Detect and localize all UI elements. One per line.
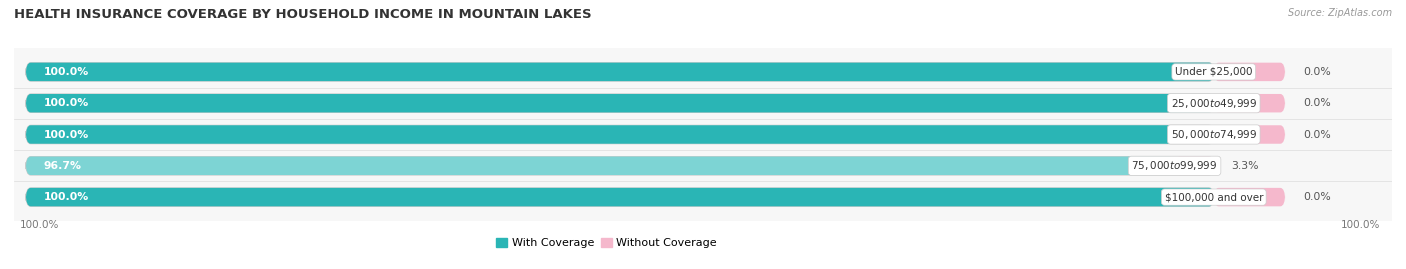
Text: 100.0%: 100.0% xyxy=(44,67,89,77)
Text: Source: ZipAtlas.com: Source: ZipAtlas.com xyxy=(1288,8,1392,18)
FancyBboxPatch shape xyxy=(25,63,1213,81)
FancyBboxPatch shape xyxy=(1213,188,1285,206)
FancyBboxPatch shape xyxy=(25,125,1213,144)
Text: 0.0%: 0.0% xyxy=(1303,129,1330,140)
FancyBboxPatch shape xyxy=(1213,125,1285,144)
Text: 100.0%: 100.0% xyxy=(44,98,89,108)
FancyBboxPatch shape xyxy=(25,125,1213,144)
Text: HEALTH INSURANCE COVERAGE BY HOUSEHOLD INCOME IN MOUNTAIN LAKES: HEALTH INSURANCE COVERAGE BY HOUSEHOLD I… xyxy=(14,8,592,21)
FancyBboxPatch shape xyxy=(25,157,1213,175)
Text: 0.0%: 0.0% xyxy=(1303,67,1330,77)
Text: $75,000 to $99,999: $75,000 to $99,999 xyxy=(1132,159,1218,172)
Text: 100.0%: 100.0% xyxy=(44,129,89,140)
FancyBboxPatch shape xyxy=(1213,63,1285,81)
FancyBboxPatch shape xyxy=(25,63,1213,81)
Text: $50,000 to $74,999: $50,000 to $74,999 xyxy=(1171,128,1257,141)
FancyBboxPatch shape xyxy=(25,94,1213,112)
Text: 96.7%: 96.7% xyxy=(44,161,82,171)
FancyBboxPatch shape xyxy=(1174,157,1213,175)
Text: 3.3%: 3.3% xyxy=(1232,161,1260,171)
Text: Under $25,000: Under $25,000 xyxy=(1175,67,1253,77)
Text: $100,000 and over: $100,000 and over xyxy=(1164,192,1263,202)
Text: $25,000 to $49,999: $25,000 to $49,999 xyxy=(1171,97,1257,110)
Text: 100.0%: 100.0% xyxy=(44,192,89,202)
FancyBboxPatch shape xyxy=(25,188,1213,206)
Text: 100.0%: 100.0% xyxy=(20,220,59,230)
Text: 0.0%: 0.0% xyxy=(1303,98,1330,108)
FancyBboxPatch shape xyxy=(25,94,1213,112)
Text: 100.0%: 100.0% xyxy=(1341,220,1381,230)
Text: 0.0%: 0.0% xyxy=(1303,192,1330,202)
FancyBboxPatch shape xyxy=(25,188,1213,206)
FancyBboxPatch shape xyxy=(25,157,1174,175)
Legend: With Coverage, Without Coverage: With Coverage, Without Coverage xyxy=(492,233,721,253)
FancyBboxPatch shape xyxy=(1213,94,1285,112)
